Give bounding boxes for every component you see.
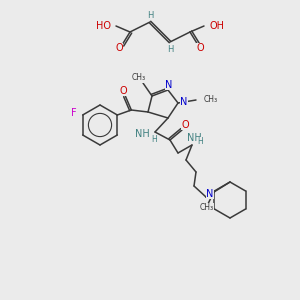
Text: H: H [197, 137, 203, 146]
Text: H: H [167, 44, 173, 53]
Text: HO: HO [96, 21, 111, 31]
Text: OH: OH [209, 21, 224, 31]
Text: F: F [71, 108, 77, 118]
Text: O: O [181, 120, 189, 130]
Text: CH₃: CH₃ [204, 95, 218, 104]
Text: N: N [180, 97, 188, 107]
Text: N: N [165, 80, 173, 90]
Text: O: O [119, 86, 127, 96]
Text: CH₃: CH₃ [199, 203, 214, 212]
Text: H: H [147, 11, 153, 20]
Text: H: H [151, 136, 157, 145]
Text: N: N [206, 189, 214, 199]
Text: NH: NH [187, 133, 201, 143]
Text: O: O [115, 43, 123, 53]
Text: O: O [196, 43, 204, 53]
Text: CH₃: CH₃ [132, 74, 146, 82]
Text: NH: NH [135, 129, 150, 139]
